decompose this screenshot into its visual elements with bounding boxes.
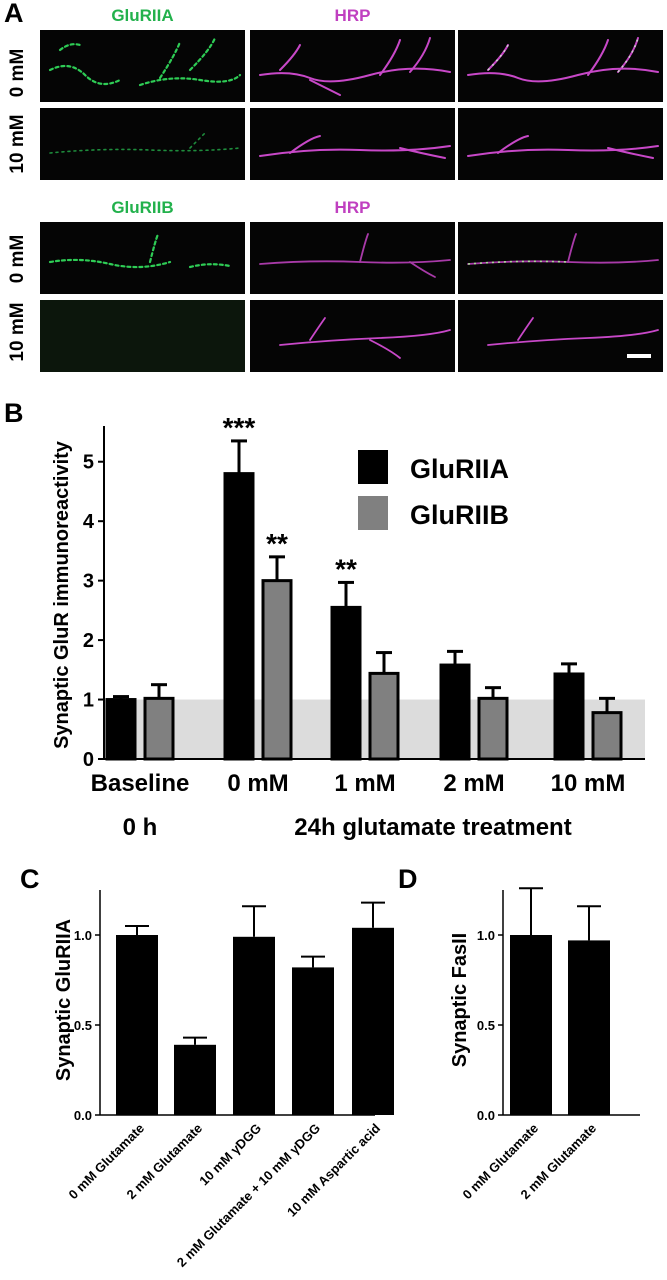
micrograph-merge-0mm-1: [458, 30, 663, 102]
d-plot-y-tick-label: 0.0: [477, 1108, 495, 1123]
micrograph-hrp-10mm-1: [250, 108, 455, 180]
micrograph-gluriia-10mm: [40, 108, 245, 180]
micrograph-gluriia-0mm: [40, 30, 245, 102]
micrograph-merge-10mm-1: [458, 108, 663, 180]
b-bar: [143, 696, 175, 761]
b-sig-label: ***: [223, 412, 256, 443]
legend-label: GluRIIB: [410, 500, 509, 530]
b-bar: [591, 711, 623, 761]
channel-label-hrp-2: HRP: [334, 198, 371, 217]
b-y-tick-label: 5: [83, 452, 94, 474]
legend-label: GluRIIA: [410, 454, 509, 484]
c-plot-bar: [352, 927, 394, 1115]
row-label-0mm-1: 0 mM: [7, 48, 28, 98]
panel-label-d: D: [398, 864, 418, 894]
c-plot-bar: [292, 967, 334, 1115]
micrograph-hrp-0mm-2: [250, 222, 455, 294]
b-group-label-right: 24h glutamate treatment: [294, 814, 571, 841]
b-y-tick-label: 0: [83, 749, 94, 771]
row-label-0mm-2: 0 mM: [7, 234, 28, 284]
b-bar: [439, 663, 471, 761]
panel-label-a: A: [4, 0, 24, 28]
d-ylabel: Synaptic FasII: [449, 933, 471, 1068]
scale-bar: [627, 354, 651, 358]
d-plot-y-tick-label: 1.0: [477, 928, 495, 943]
channel-label-gluriia: GluRIIA: [111, 6, 174, 25]
b-ylabel: Synaptic GluR immunoreactivity: [51, 440, 73, 749]
d-plot-y-tick-label: 0.5: [477, 1018, 495, 1033]
c-plot-bar: [174, 1044, 216, 1115]
d-plot-bar: [568, 940, 610, 1115]
c-plot-y-tick-label: 0.0: [74, 1108, 92, 1123]
c-ylabel: Synaptic GluRIIA: [53, 919, 75, 1081]
micrograph-hrp-10mm-2: [250, 300, 455, 372]
c-plot-y-tick-label: 1.0: [74, 928, 92, 943]
b-bar: [553, 672, 585, 761]
c-plot-y-tick-label: 0.5: [74, 1018, 92, 1033]
b-sig-label: **: [266, 528, 288, 559]
b-y-tick-label: 3: [83, 571, 94, 593]
b-bar: [477, 696, 509, 761]
legend-swatch: [358, 450, 388, 484]
b-bar: [105, 698, 137, 761]
micrograph-merge-0mm-2: [458, 222, 663, 294]
b-y-tick-label: 4: [83, 511, 95, 533]
d-plot-bar: [510, 935, 552, 1115]
b-y-tick-label: 1: [83, 690, 94, 712]
b-bar: [330, 605, 362, 761]
b-category-label: 2 mM: [443, 770, 504, 797]
channel-label-gluriib: GluRIIB: [111, 198, 174, 217]
panel-label-c: C: [20, 864, 40, 894]
row-label-10mm-1: 10 mM: [7, 114, 28, 174]
b-category-label: 0 mM: [227, 770, 288, 797]
b-category-label: Baseline: [91, 770, 190, 797]
b-bar: [261, 579, 293, 761]
b-category-label: 10 mM: [551, 770, 626, 797]
b-category-label: 1 mM: [334, 770, 395, 797]
micrograph-gluriib-0mm: [40, 222, 245, 294]
b-bar: [368, 671, 400, 761]
b-y-tick-label: 2: [83, 630, 94, 652]
c-plot-bar: [233, 936, 275, 1115]
panel-label-b: B: [4, 398, 24, 428]
micrograph-gluriib-10mm: [40, 300, 245, 372]
micrograph-hrp-0mm-1: [250, 30, 455, 102]
legend-swatch: [358, 496, 388, 530]
b-group-label-left: 0 h: [123, 814, 158, 841]
channel-label-hrp-1: HRP: [334, 6, 371, 25]
row-label-10mm-2: 10 mM: [7, 302, 28, 362]
b-sig-label: **: [335, 553, 357, 584]
c-plot-bar: [116, 935, 158, 1115]
b-bar: [223, 472, 255, 761]
micrograph-merge-10mm-2: [458, 300, 663, 372]
